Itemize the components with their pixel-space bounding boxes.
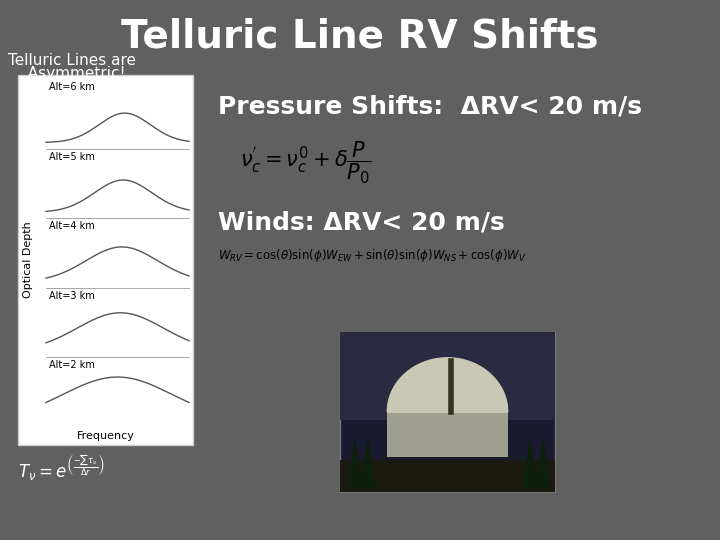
Text: Winds: ΔRV< 20 m/s: Winds: ΔRV< 20 m/s xyxy=(218,210,505,234)
Text: Alt=4 km: Alt=4 km xyxy=(49,221,95,231)
Text: $\nu_c^{'} = \nu_c^{0} + \delta\dfrac{P}{P_0}$: $\nu_c^{'} = \nu_c^{0} + \delta\dfrac{P}… xyxy=(240,140,372,186)
Polygon shape xyxy=(361,441,375,487)
Text: Optical Depth: Optical Depth xyxy=(23,221,33,299)
Text: Telluric Lines are: Telluric Lines are xyxy=(8,53,136,68)
Text: Frequency: Frequency xyxy=(76,431,135,441)
Text: Alt=5 km: Alt=5 km xyxy=(49,152,95,161)
Text: Telluric Line RV Shifts: Telluric Line RV Shifts xyxy=(121,18,599,56)
Bar xyxy=(340,332,555,492)
Polygon shape xyxy=(536,441,550,487)
Polygon shape xyxy=(523,441,537,487)
Text: Alt=3 km: Alt=3 km xyxy=(49,291,95,301)
Text: Alt=2 km: Alt=2 km xyxy=(49,360,95,370)
Text: $W_{RV} = \cos(\theta)\sin(\phi)W_{EW} + \sin(\theta)\sin(\phi)W_{NS} + \cos(\ph: $W_{RV} = \cos(\theta)\sin(\phi)W_{EW} +… xyxy=(218,247,526,264)
Bar xyxy=(340,460,555,492)
Text: Alt=6 km: Alt=6 km xyxy=(49,82,95,92)
Polygon shape xyxy=(348,441,362,487)
Bar xyxy=(340,332,555,420)
Polygon shape xyxy=(387,358,508,412)
Bar xyxy=(18,75,193,445)
Text: $T_\nu = e^{\left(\frac{-\sum\tau_\nu}{\Delta r}\right)}$: $T_\nu = e^{\left(\frac{-\sum\tau_\nu}{\… xyxy=(18,452,105,483)
Text: Asymmetric!: Asymmetric! xyxy=(18,66,126,81)
Text: Pressure Shifts:  ΔRV< 20 m/s: Pressure Shifts: ΔRV< 20 m/s xyxy=(218,95,642,119)
Bar xyxy=(387,412,508,457)
